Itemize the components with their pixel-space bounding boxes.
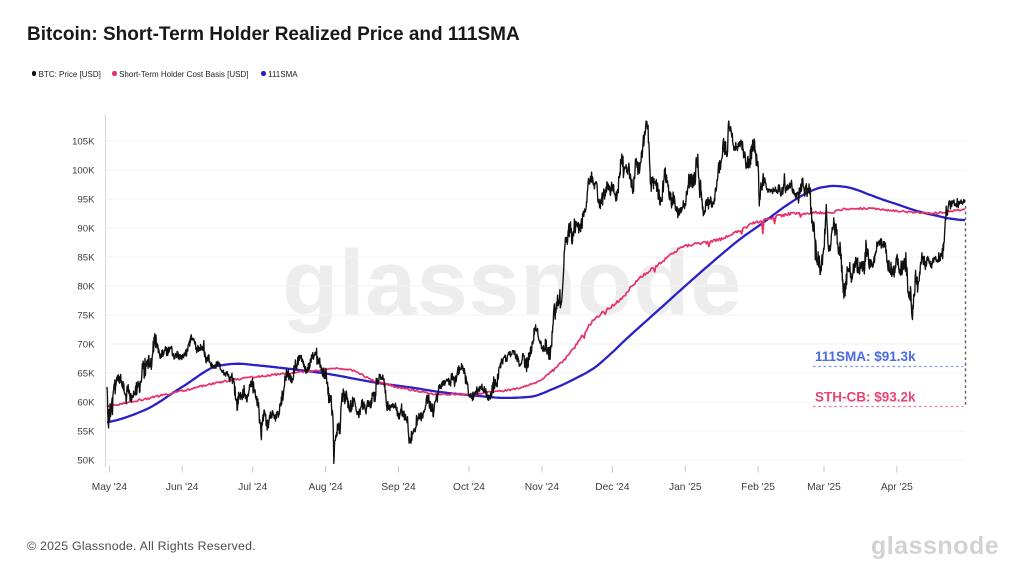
svg-text:Nov '24: Nov '24: [525, 482, 560, 493]
svg-text:85K: 85K: [77, 252, 95, 263]
svg-text:55K: 55K: [77, 426, 95, 437]
svg-text:90K: 90K: [77, 223, 95, 234]
svg-text:70K: 70K: [77, 339, 95, 350]
svg-text:glassnode: glassnode: [282, 232, 742, 334]
svg-text:80K: 80K: [77, 281, 95, 292]
svg-text:Oct '24: Oct '24: [453, 482, 485, 493]
svg-text:Sep '24: Sep '24: [381, 482, 416, 493]
svg-text:105K: 105K: [72, 136, 95, 147]
svg-text:Dec '24: Dec '24: [595, 482, 630, 493]
svg-text:100K: 100K: [72, 165, 95, 176]
svg-text:50K: 50K: [77, 455, 95, 466]
svg-text:Jul '24: Jul '24: [238, 482, 267, 493]
svg-text:Aug '24: Aug '24: [308, 482, 343, 493]
svg-text:Mar '25: Mar '25: [807, 482, 841, 493]
svg-text:Jan '25: Jan '25: [669, 482, 702, 493]
svg-text:Jun '24: Jun '24: [166, 482, 199, 493]
svg-text:111SMA: $91.3k: 111SMA: $91.3k: [815, 349, 916, 364]
svg-text:60K: 60K: [77, 397, 95, 408]
svg-text:Feb '25: Feb '25: [741, 482, 775, 493]
svg-text:95K: 95K: [77, 194, 95, 205]
svg-text:65K: 65K: [77, 368, 95, 379]
svg-text:Apr '25: Apr '25: [881, 482, 913, 493]
svg-text:75K: 75K: [77, 310, 95, 321]
svg-text:May '24: May '24: [92, 482, 128, 493]
svg-text:STH-CB: $93.2k: STH-CB: $93.2k: [815, 390, 916, 405]
